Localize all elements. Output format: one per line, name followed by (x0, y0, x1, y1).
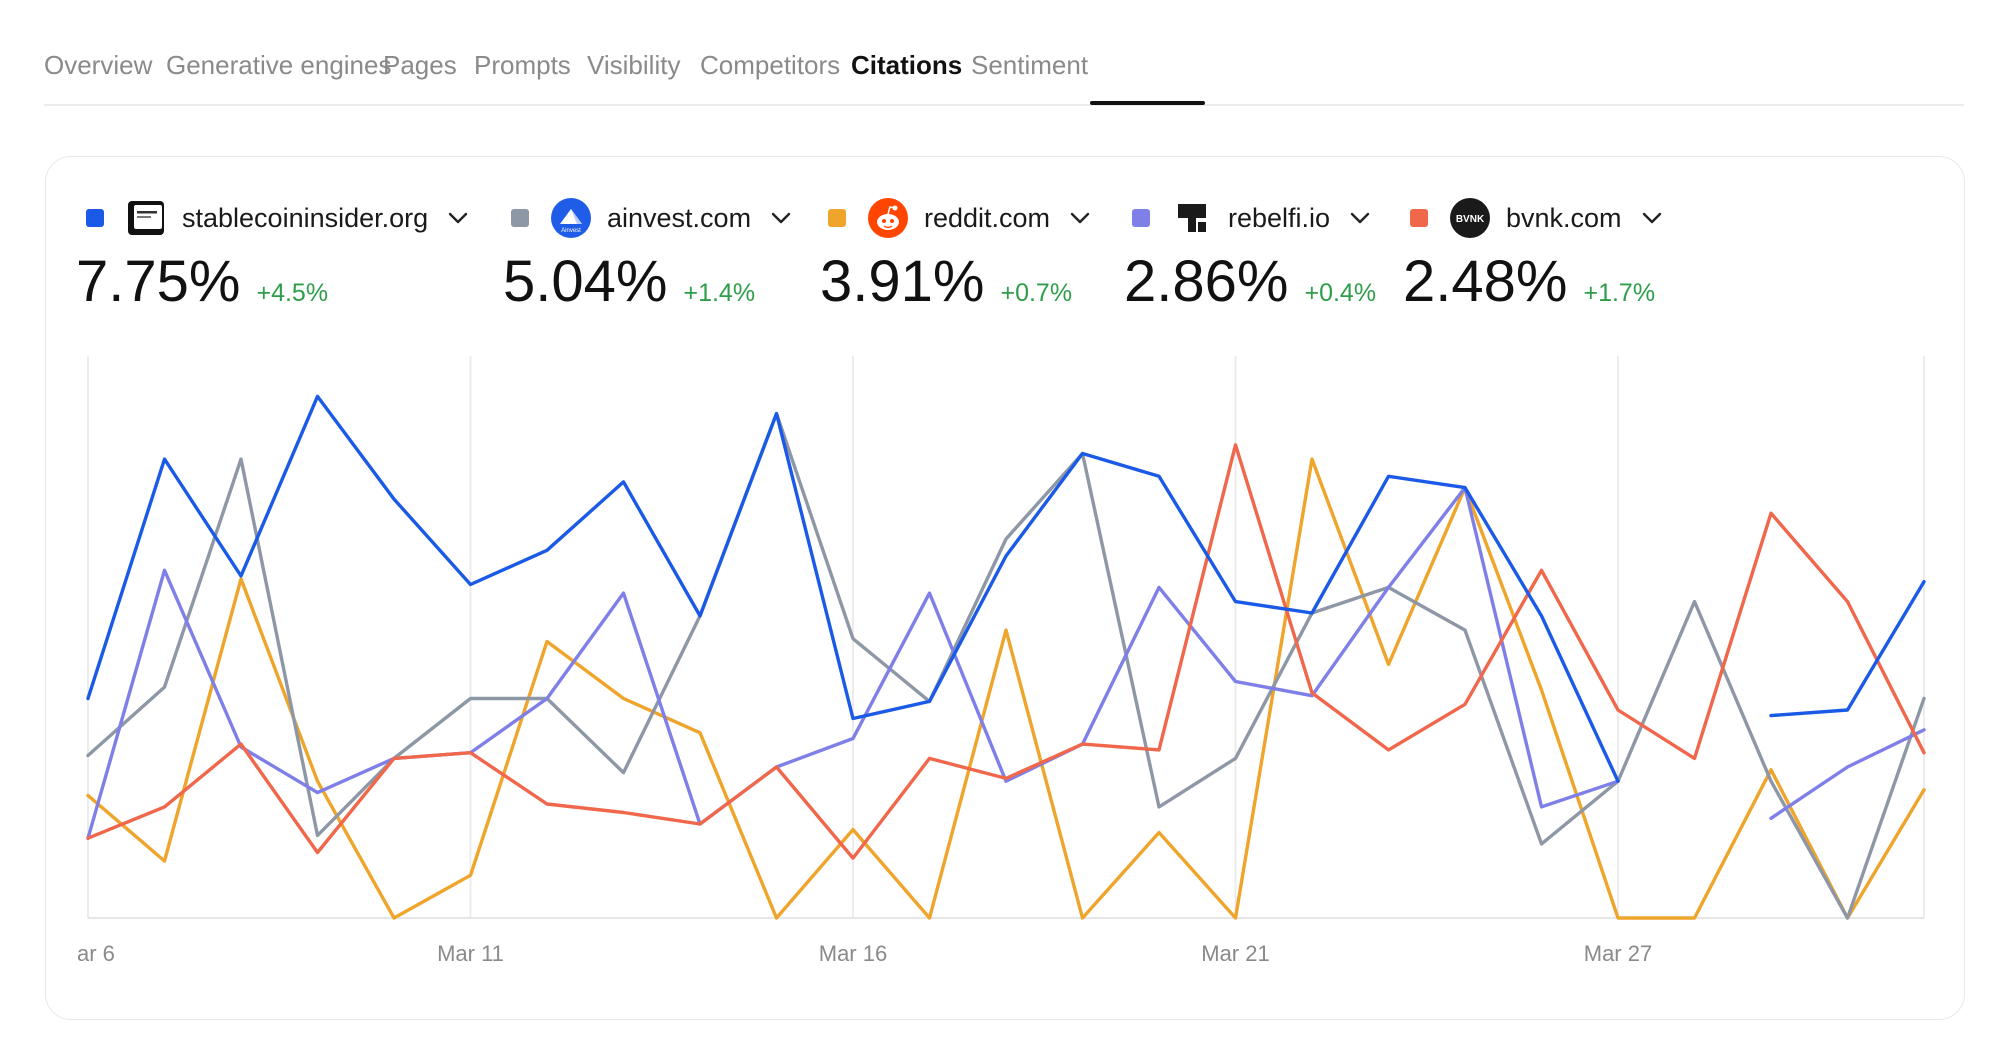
citation-share-delta: +0.7% (1000, 279, 1073, 307)
series-line-bvnk-com[interactable] (86, 443, 1926, 860)
tab-prompts[interactable]: Prompts (474, 50, 571, 80)
svg-text:BVNK: BVNK (1456, 214, 1485, 225)
series-color-swatch (828, 209, 846, 227)
citation-share-value: 2.86% (1124, 249, 1289, 314)
x-tick-label: Mar 21 (1201, 941, 1269, 966)
metric-reddit: 3.91% +0.7% (820, 248, 1072, 315)
tab-overview[interactable]: Overview (44, 50, 153, 80)
legend-site-name: rebelfi.io (1228, 202, 1331, 233)
tab-pages[interactable]: Pages (383, 50, 457, 80)
legend-site-name: reddit.com (924, 202, 1051, 233)
tab-competitors[interactable]: Competitors (700, 50, 841, 80)
chevron-down-icon[interactable] (446, 206, 470, 230)
legend-item-stablecoininsider[interactable]: stablecoininsider.org (86, 195, 470, 241)
reddit-logo-icon (868, 198, 908, 238)
citation-share-value: 7.75% (76, 249, 241, 314)
legend-item-bvnk[interactable]: BVNK bvnk.com (1410, 195, 1664, 241)
legend-item-rebelfi[interactable]: rebelfi.io (1132, 195, 1372, 241)
tab-generative-engines[interactable]: Generative engines (166, 50, 392, 80)
chevron-down-icon[interactable] (1348, 206, 1372, 230)
x-tick-label: Mar 16 (819, 941, 887, 966)
citation-share-value: 2.48% (1403, 249, 1568, 314)
x-tick-label: Mar 27 (1584, 941, 1652, 966)
citation-share-delta: +1.7% (1583, 279, 1656, 307)
legend-site-name: stablecoininsider.org (182, 202, 429, 233)
citation-share-value: 3.91% (820, 249, 985, 314)
ainvest-logo-icon: Ainvest (551, 198, 591, 238)
x-tick-label: Mar 11 (437, 941, 504, 966)
bvnk-logo-icon: BVNK (1450, 198, 1490, 238)
metric-stablecoininsider: 7.75% +4.5% (76, 248, 328, 315)
series-line-ainvest-com[interactable] (86, 411, 1926, 920)
legend-site-name: bvnk.com (1506, 202, 1622, 233)
tab-citations[interactable]: Citations (851, 50, 963, 80)
series-color-swatch (86, 209, 104, 227)
citation-share-delta: +1.4% (683, 279, 756, 307)
citation-share-value: 5.04% (503, 249, 668, 314)
x-tick-label: ar 6 (77, 941, 115, 966)
series-color-swatch (1410, 209, 1428, 227)
series-line-stablecoininsider-org[interactable] (86, 394, 1926, 783)
citations-chart-card (45, 156, 1965, 1020)
series-line-rebelfi-io[interactable] (86, 485, 1926, 840)
rebelfi-logo-icon (1172, 198, 1212, 238)
legend-item-reddit[interactable]: reddit.com (828, 195, 1092, 241)
citation-share-delta: +4.5% (256, 279, 329, 307)
tab-sentiment[interactable]: Sentiment (971, 50, 1089, 80)
stablecoininsider-logo-icon (126, 198, 166, 238)
chevron-down-icon[interactable] (1068, 206, 1092, 230)
series-color-swatch (511, 209, 529, 227)
series-color-swatch (1132, 209, 1150, 227)
active-tab-indicator (1090, 101, 1205, 105)
legend-item-ainvest[interactable]: Ainvest ainvest.com (511, 195, 793, 241)
chevron-down-icon[interactable] (769, 206, 793, 230)
tab-bar: Overview Generative engines Pages Prompt… (44, 0, 1964, 106)
metric-ainvest: 5.04% +1.4% (503, 248, 755, 315)
chevron-down-icon[interactable] (1640, 206, 1664, 230)
tab-visibility[interactable]: Visibility (587, 50, 681, 80)
metric-rebelfi: 2.86% +0.4% (1124, 248, 1376, 315)
svg-text:Ainvest: Ainvest (561, 228, 581, 234)
legend-site-name: ainvest.com (607, 202, 752, 233)
series-line-reddit-com[interactable] (86, 457, 1926, 920)
metric-bvnk: 2.48% +1.7% (1403, 248, 1655, 315)
citation-share-delta: +0.4% (1304, 279, 1377, 307)
